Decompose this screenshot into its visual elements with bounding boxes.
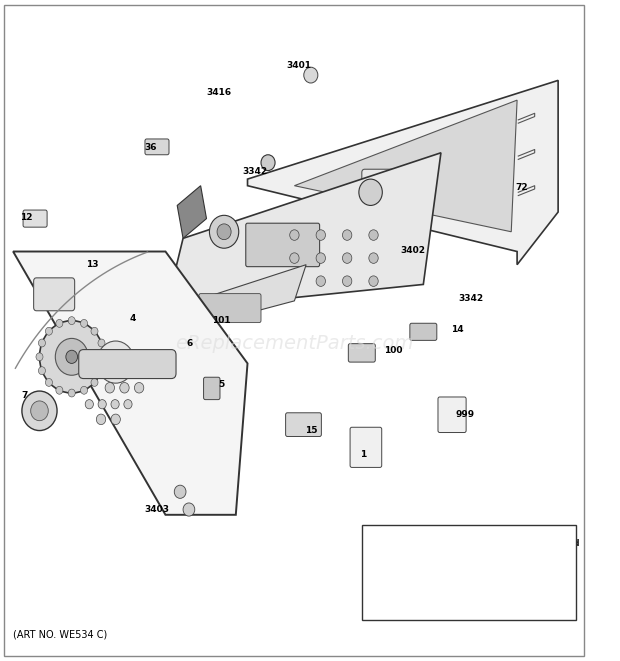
FancyBboxPatch shape (350, 427, 382, 467)
Circle shape (81, 386, 87, 394)
Circle shape (36, 353, 43, 361)
Circle shape (66, 350, 78, 364)
Text: 5: 5 (218, 380, 224, 389)
Circle shape (342, 230, 352, 241)
Circle shape (100, 353, 107, 361)
Circle shape (290, 230, 299, 241)
Circle shape (68, 317, 75, 325)
Circle shape (68, 389, 75, 397)
Circle shape (56, 319, 63, 327)
FancyBboxPatch shape (410, 323, 437, 340)
Polygon shape (177, 186, 206, 239)
FancyBboxPatch shape (33, 278, 74, 311)
Circle shape (290, 253, 299, 263)
Circle shape (98, 367, 105, 375)
Polygon shape (247, 81, 558, 264)
Text: (ART NO. WE534 C): (ART NO. WE534 C) (13, 630, 107, 640)
Text: 15: 15 (304, 426, 317, 435)
Text: 1: 1 (360, 449, 366, 459)
Text: SPBD880J (Gold/White/Red): SPBD880J (Gold/White/Red) (368, 594, 473, 603)
Polygon shape (166, 153, 441, 311)
Circle shape (369, 276, 378, 286)
Circle shape (91, 379, 98, 387)
Polygon shape (183, 264, 306, 330)
Circle shape (217, 224, 231, 240)
FancyBboxPatch shape (79, 350, 176, 379)
Text: 72: 72 (515, 182, 528, 192)
Circle shape (290, 276, 299, 286)
Circle shape (45, 327, 53, 335)
FancyBboxPatch shape (199, 293, 261, 323)
FancyBboxPatch shape (348, 344, 375, 362)
Circle shape (342, 276, 352, 286)
Text: 3401: 3401 (286, 61, 312, 70)
FancyBboxPatch shape (286, 412, 321, 436)
Circle shape (91, 327, 98, 335)
Circle shape (359, 179, 383, 206)
Circle shape (174, 485, 186, 498)
Circle shape (369, 230, 378, 241)
Circle shape (369, 253, 378, 263)
Text: 7: 7 (22, 391, 28, 399)
Circle shape (316, 276, 326, 286)
Circle shape (81, 319, 87, 327)
FancyBboxPatch shape (145, 139, 169, 155)
FancyBboxPatch shape (23, 210, 47, 227)
Text: 12: 12 (20, 213, 32, 222)
Text: SBSD157J (Gold/White/Red): SBSD157J (Gold/White/Red) (368, 576, 473, 585)
Text: 3402: 3402 (401, 246, 425, 254)
Circle shape (38, 367, 45, 375)
Circle shape (304, 67, 318, 83)
Circle shape (40, 321, 104, 393)
Text: 14: 14 (451, 325, 464, 334)
FancyBboxPatch shape (246, 223, 319, 266)
Text: 3342: 3342 (242, 167, 267, 176)
Circle shape (342, 253, 352, 263)
Circle shape (56, 386, 63, 394)
Circle shape (124, 400, 132, 408)
Circle shape (316, 230, 326, 241)
Polygon shape (13, 252, 247, 515)
Text: 13: 13 (86, 260, 99, 269)
Text: 101: 101 (212, 316, 231, 325)
Circle shape (38, 339, 45, 347)
Text: 4: 4 (130, 314, 136, 323)
Circle shape (98, 339, 105, 347)
Polygon shape (294, 100, 517, 232)
Circle shape (316, 253, 326, 263)
Circle shape (120, 383, 129, 393)
Circle shape (31, 401, 48, 420)
Text: 36: 36 (144, 143, 157, 152)
Circle shape (105, 383, 115, 393)
Circle shape (45, 379, 53, 387)
Circle shape (98, 400, 106, 408)
FancyBboxPatch shape (438, 397, 466, 432)
Circle shape (85, 400, 94, 408)
Circle shape (261, 155, 275, 171)
Text: 6: 6 (187, 339, 193, 348)
FancyBboxPatch shape (203, 377, 220, 400)
FancyBboxPatch shape (362, 169, 415, 215)
Text: 3416: 3416 (207, 88, 232, 97)
Circle shape (111, 414, 120, 424)
Text: The complete Pedestal Assembly can be ordered: The complete Pedestal Assembly can be or… (368, 539, 579, 548)
Circle shape (111, 400, 119, 408)
Text: eReplacementParts.com: eReplacementParts.com (175, 334, 414, 353)
Text: 3403: 3403 (144, 505, 169, 514)
Circle shape (135, 383, 144, 393)
Circle shape (96, 414, 105, 424)
Text: 100: 100 (384, 346, 402, 355)
Circle shape (183, 503, 195, 516)
Circle shape (22, 391, 57, 430)
FancyBboxPatch shape (362, 525, 576, 620)
Circle shape (210, 215, 239, 249)
Circle shape (97, 341, 135, 383)
Text: as a Sales Accessory as needed (see below): as a Sales Accessory as needed (see belo… (368, 558, 536, 566)
Circle shape (55, 338, 88, 375)
Text: 3342: 3342 (459, 294, 484, 303)
Text: 999: 999 (456, 410, 475, 419)
